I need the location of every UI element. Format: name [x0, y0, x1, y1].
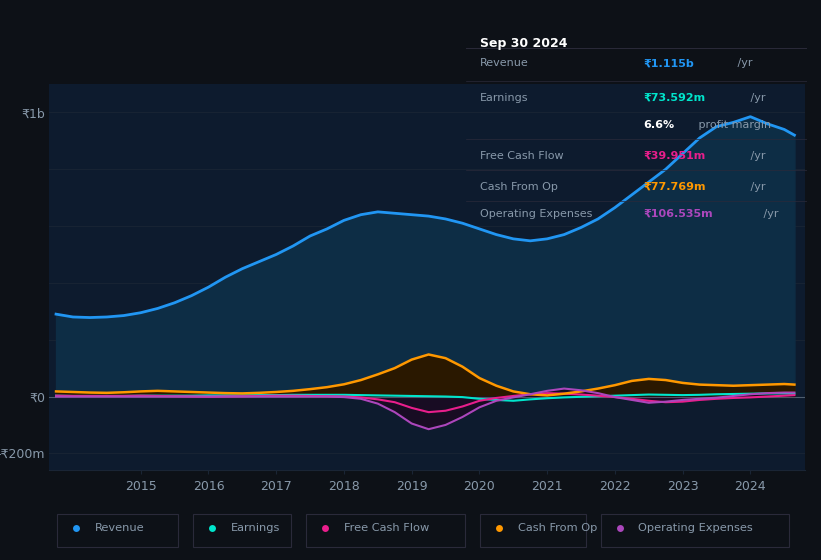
Text: Cash From Op: Cash From Op: [480, 182, 557, 192]
Text: ₹73.592m: ₹73.592m: [644, 93, 705, 103]
Text: /yr: /yr: [747, 151, 765, 161]
Text: Revenue: Revenue: [480, 58, 529, 68]
Text: Operating Expenses: Operating Expenses: [480, 209, 592, 219]
Text: Earnings: Earnings: [231, 523, 280, 533]
Text: ₹106.535m: ₹106.535m: [644, 209, 713, 219]
Text: /yr: /yr: [747, 182, 765, 192]
Text: Free Cash Flow: Free Cash Flow: [480, 151, 563, 161]
Text: /yr: /yr: [734, 58, 753, 68]
Text: Free Cash Flow: Free Cash Flow: [344, 523, 429, 533]
Text: ₹39.951m: ₹39.951m: [644, 151, 706, 161]
Text: ₹1.115b: ₹1.115b: [644, 58, 695, 68]
Text: Operating Expenses: Operating Expenses: [639, 523, 753, 533]
Text: 6.6%: 6.6%: [644, 120, 675, 130]
Text: profit margin: profit margin: [695, 120, 772, 130]
Text: Sep 30 2024: Sep 30 2024: [480, 37, 567, 50]
Text: ₹77.769m: ₹77.769m: [644, 182, 706, 192]
Text: Earnings: Earnings: [480, 93, 529, 103]
Text: /yr: /yr: [747, 93, 765, 103]
Text: Cash From Op: Cash From Op: [517, 523, 597, 533]
Text: /yr: /yr: [760, 209, 778, 219]
Text: Revenue: Revenue: [94, 523, 144, 533]
